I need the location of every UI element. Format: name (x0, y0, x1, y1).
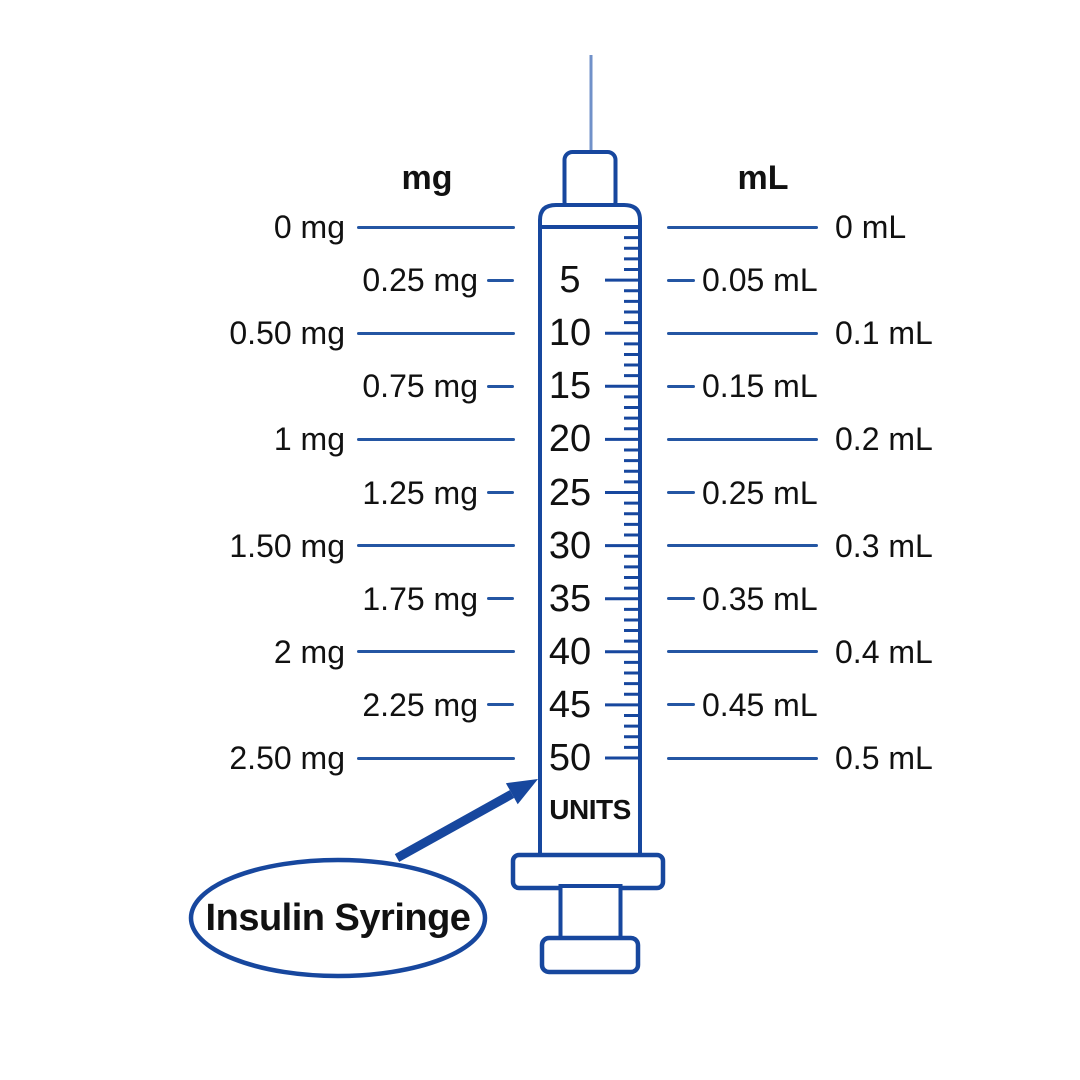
ml-connector-line (667, 597, 695, 601)
mg-value-label: 0.25 mg (362, 262, 478, 299)
syringe-unit-number: 35 (548, 577, 592, 620)
callout-ellipse (188, 857, 488, 979)
ml-value-label: 0.25 mL (702, 474, 818, 511)
ml-connector-line (667, 331, 818, 335)
graduation-ticks (605, 236, 641, 760)
syringe-unit-number: 25 (548, 471, 592, 514)
mg-value-label: 0.75 mg (362, 368, 478, 405)
ml-connector-line (667, 437, 818, 441)
ml-value-label: 0.5 mL (835, 740, 933, 776)
ml-value-label: 0 mL (835, 209, 907, 245)
mg-connector-line (487, 278, 514, 282)
mg-connector-line (357, 225, 515, 229)
syringe-unit-number: 20 (548, 418, 592, 461)
ml-connector-line (667, 703, 695, 707)
mg-connector-line (357, 331, 515, 335)
barrel-shoulder (538, 203, 642, 228)
ml-connector-line (667, 650, 818, 654)
mg-value-label: 0.50 mg (229, 315, 345, 352)
ml-value-label: 0.1 mL (835, 315, 933, 352)
plunger-rod (558, 884, 623, 944)
ml-value-label: 0.35 mL (702, 580, 818, 617)
mg-connector-line (487, 597, 514, 601)
ml-connector-line (667, 544, 818, 548)
mg-connector-line (357, 544, 515, 548)
callout-arrow-shaft (394, 790, 515, 862)
mg-value-label: 1.50 mg (229, 527, 345, 564)
syringe-unit-number: 5 (559, 259, 581, 302)
ml-connector-line (667, 384, 695, 388)
callout-arrow-head (505, 779, 538, 805)
ml-value-label: 0.05 mL (702, 262, 818, 299)
finger-flange (510, 852, 666, 891)
mg-value-label: 0 mg (273, 209, 345, 245)
ml-column-header: mL (737, 159, 789, 197)
needle-hub (562, 150, 618, 212)
mg-connector-line (357, 756, 515, 760)
syringe-unit-number: 10 (548, 312, 592, 355)
plunger-end (539, 935, 641, 975)
ml-connector-line (667, 225, 818, 229)
mg-value-label: 2.50 mg (229, 740, 345, 776)
mg-connector-line (487, 384, 514, 388)
ml-value-label: 0.15 mL (702, 368, 818, 405)
callout-label: Insulin Syringe (205, 896, 471, 939)
ml-value-label: 0.2 mL (835, 421, 933, 458)
units-label: UNITS (549, 794, 631, 825)
ml-connector-line (667, 278, 695, 282)
mg-connector-line (357, 650, 515, 654)
ml-connector-line (667, 491, 695, 494)
mg-value-label: 1.25 mg (362, 474, 478, 511)
ml-connector-line (667, 756, 818, 760)
mg-column-header: mg (401, 159, 453, 197)
ml-value-label: 0.3 mL (835, 527, 933, 564)
syringe-unit-number: 15 (548, 365, 592, 408)
mg-value-label: 1 mg (273, 421, 345, 458)
mg-connector-line (357, 437, 515, 441)
syringe-unit-number: 30 (548, 524, 592, 567)
syringe-unit-number: 50 (548, 737, 592, 779)
ml-value-label: 0.45 mL (702, 686, 818, 723)
ml-value-label: 0.4 mL (835, 633, 933, 670)
mg-value-label: 1.75 mg (362, 580, 478, 617)
mg-connector-line (487, 491, 514, 494)
mg-value-label: 2.25 mg (362, 686, 478, 723)
mg-connector-line (487, 703, 514, 707)
mg-value-label: 2 mg (273, 633, 345, 670)
syringe-unit-number: 40 (548, 630, 592, 673)
syringe-unit-number: 45 (548, 683, 592, 726)
